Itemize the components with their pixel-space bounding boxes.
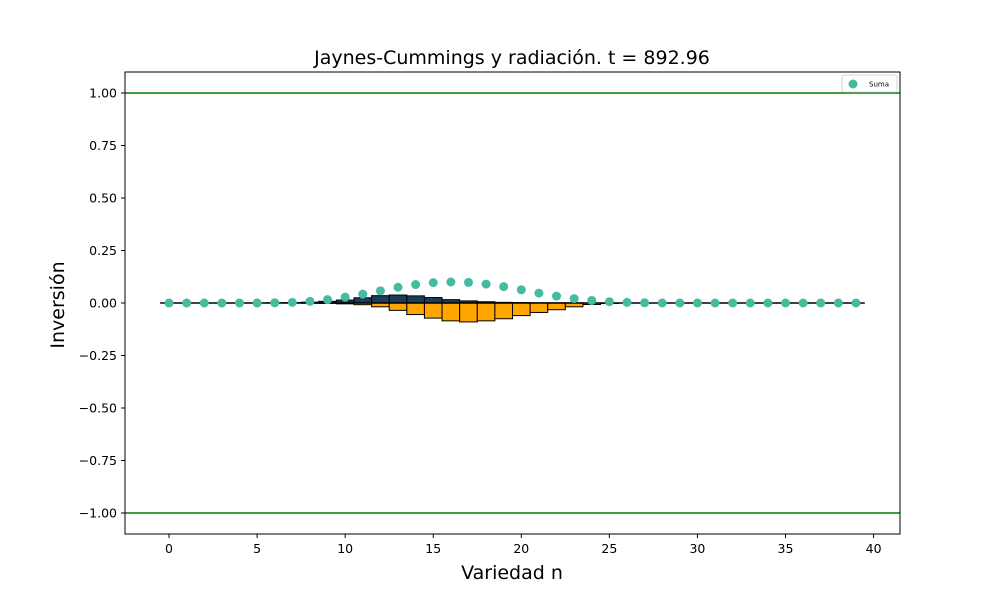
x-tick-label: 20 (513, 541, 529, 556)
scatter-point-n12 (375, 286, 385, 296)
y-tick-label: 0.50 (89, 191, 117, 206)
scatter-point-n6 (270, 298, 280, 308)
bar-series1-n21 (529, 302, 549, 313)
scatter-point-n21 (534, 288, 544, 298)
y-tick-label: −0.50 (79, 401, 117, 416)
bar-series1-n17 (459, 302, 478, 323)
scatter-point-n7 (287, 297, 297, 307)
scatter-point-n3 (217, 298, 227, 308)
bar-series0-n13 (388, 294, 408, 304)
bar-series1-n15 (423, 302, 443, 319)
bar-series1-n16 (441, 302, 461, 322)
scatter-point-n20 (516, 285, 526, 295)
x-tick-label: 15 (425, 541, 441, 556)
bar-series1-n14 (406, 302, 425, 316)
scatter-point-n0 (164, 298, 174, 308)
scatter-point-n27 (640, 298, 650, 308)
scatter-point-n1 (182, 298, 192, 308)
scatter-point-n22 (552, 291, 562, 301)
scatter-point-n39 (851, 298, 861, 308)
scatter-point-n9 (323, 295, 333, 305)
scatter-point-n24 (587, 295, 597, 305)
x-axis-label: Variedad n (461, 562, 563, 584)
scatter-point-n19 (499, 282, 509, 292)
y-tick-label: 1.00 (89, 86, 117, 101)
x-tick-label: 35 (778, 541, 794, 556)
scatter-point-n34 (763, 298, 773, 308)
bar-series1-n20 (512, 302, 531, 317)
bar-series0-n14 (406, 295, 425, 304)
scatter-point-n26 (622, 297, 632, 307)
bar-series1-n19 (494, 302, 513, 320)
scatter-point-n11 (358, 289, 368, 299)
scatter-point-n37 (816, 298, 826, 308)
scatter-point-n8 (305, 296, 315, 306)
x-tick-label: 10 (337, 541, 353, 556)
x-tick-label: 25 (601, 541, 617, 556)
scatter-point-n36 (798, 298, 808, 308)
y-axis-label: Inversión (47, 261, 69, 348)
bar-series0-n15 (423, 297, 443, 304)
scatter-point-n4 (234, 298, 244, 308)
y-tick-label: −0.75 (79, 453, 117, 468)
scatter-point-n13 (393, 282, 403, 292)
bar-series0-n12 (371, 295, 390, 304)
y-tick-label: −1.00 (79, 506, 117, 521)
scatter-point-n5 (252, 298, 262, 308)
x-tick-label: 5 (253, 541, 261, 556)
legend: Suma (841, 74, 898, 93)
scatter-point-n23 (569, 294, 579, 304)
scatter-point-n25 (604, 297, 614, 307)
scatter-point-n35 (781, 298, 791, 308)
scatter-point-n32 (728, 298, 738, 308)
x-tick-label: 30 (689, 541, 705, 556)
y-tick-label: 0.75 (89, 138, 117, 153)
bar-series1-n13 (388, 302, 408, 311)
scatter-point-n15 (428, 278, 438, 288)
scatter-point-n38 (833, 298, 843, 308)
legend-marker-suma (848, 79, 858, 89)
y-tick-label: 0.25 (89, 243, 117, 258)
scatter-point-n29 (675, 298, 685, 308)
scatter-point-n30 (692, 298, 702, 308)
scatter-point-n16 (446, 277, 456, 287)
scatter-point-n28 (657, 298, 667, 308)
scatter-point-n31 (710, 298, 720, 308)
scatter-point-n10 (340, 292, 350, 302)
bar-series1-n22 (547, 302, 566, 311)
scatter-point-n2 (199, 298, 209, 308)
scatter-point-n14 (411, 280, 421, 290)
legend-box (841, 74, 898, 93)
scatter-point-n18 (481, 279, 491, 289)
bar-series1-n18 (476, 302, 496, 322)
x-tick-label: 0 (165, 541, 173, 556)
chart-title: Jaynes-Cummings y radiación. t = 892.96 (313, 47, 710, 69)
legend-label-suma: Suma (869, 81, 889, 89)
scatter-point-n33 (745, 298, 755, 308)
x-tick-label: 40 (866, 541, 882, 556)
y-tick-label: −0.25 (79, 348, 117, 363)
scatter-point-n17 (463, 277, 473, 287)
y-tick-label: 0.00 (89, 296, 117, 311)
